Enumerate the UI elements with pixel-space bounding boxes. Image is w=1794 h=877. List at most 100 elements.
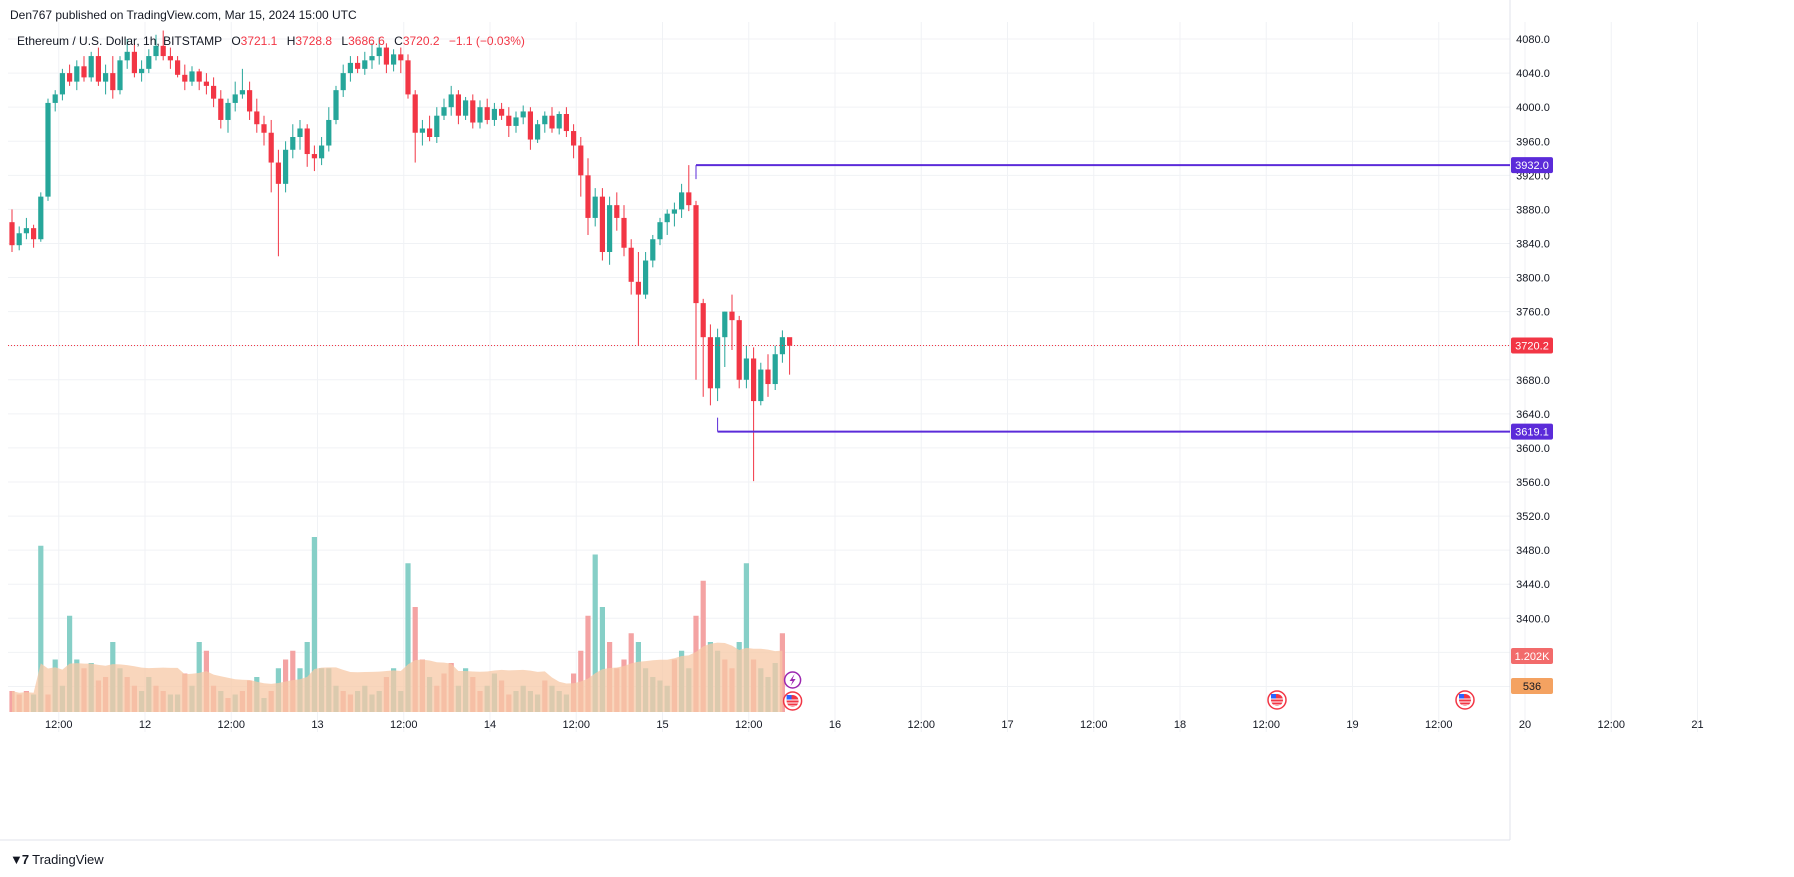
legend-change: −1.1 (−0.03%) <box>448 34 525 48</box>
candle <box>110 56 116 99</box>
lightning-bolt <box>789 674 796 686</box>
volume-bar <box>405 563 411 712</box>
candle-body <box>196 71 202 82</box>
price-tick-label: 3680.0 <box>1516 375 1550 387</box>
time-tick-label: 15 <box>656 719 668 731</box>
candle-body <box>751 358 757 402</box>
candle <box>736 315 742 389</box>
time-tick-label: 12:00 <box>217 719 245 731</box>
candle <box>715 328 721 402</box>
candle <box>304 124 310 167</box>
candle <box>45 98 51 201</box>
event-markers[interactable] <box>782 671 1475 711</box>
candle-body <box>333 90 339 120</box>
candle-body <box>599 196 605 252</box>
candle <box>369 43 375 69</box>
candle-body <box>38 196 44 240</box>
candle <box>23 217 29 240</box>
candle <box>484 98 490 125</box>
legend-low-label: L <box>341 34 349 48</box>
candle <box>758 362 764 406</box>
candle <box>657 217 663 246</box>
candle-body <box>311 154 317 159</box>
candle <box>261 115 267 146</box>
candle-body <box>455 94 461 116</box>
time-axis[interactable]: 12:00 12 12:00 13 12:00 14 12:00 15 12:00 16 12:00… <box>45 719 1704 731</box>
price-axis[interactable]: 4080.0 4040.0 4000.0 3960.0 3920.0 3880.0 3840… <box>1511 34 1553 694</box>
price-tick-label: 3800.0 <box>1516 273 1550 285</box>
candle <box>9 209 15 252</box>
candle-body <box>391 54 397 65</box>
candle <box>16 226 22 251</box>
legend-high-value: 3728.8 <box>295 34 333 48</box>
candle-body <box>139 68 145 74</box>
candle <box>405 54 411 99</box>
price-tick-label: 3880.0 <box>1516 204 1550 216</box>
candle-body <box>787 337 793 346</box>
candle-body <box>549 115 555 129</box>
candle <box>722 311 728 367</box>
level-price-label: 3932.0 <box>1515 160 1549 172</box>
candle-body <box>95 56 101 82</box>
price-tick-label: 3760.0 <box>1516 307 1550 319</box>
candle <box>167 47 173 69</box>
candle <box>671 202 677 227</box>
candle-body <box>16 233 22 246</box>
candle-body <box>707 337 713 389</box>
candle-body <box>59 73 65 95</box>
candle <box>599 188 605 261</box>
tradingview-brand: TradingView <box>32 852 104 867</box>
price-tick-label: 4000.0 <box>1516 102 1550 114</box>
candle-body <box>722 311 728 338</box>
horizontal-levels[interactable] <box>8 164 1510 433</box>
candle-body <box>124 51 130 61</box>
candle-body <box>45 102 51 197</box>
tradingview-logo[interactable]: ▼7 TradingView <box>10 852 104 867</box>
volume-bar <box>592 554 598 712</box>
candle-body <box>758 369 764 402</box>
candle-body <box>470 100 476 123</box>
candle <box>542 111 548 133</box>
candle <box>59 68 65 101</box>
candle-body <box>74 66 80 82</box>
candle-body <box>499 108 505 116</box>
volume-bar <box>700 580 706 712</box>
candle-body <box>9 222 15 246</box>
candle-body <box>491 108 497 120</box>
candle <box>103 64 109 95</box>
legend-open-value: 3721.1 <box>240 34 278 48</box>
candle <box>290 124 296 159</box>
time-tick-label: 20 <box>1519 719 1531 731</box>
candle <box>419 119 425 146</box>
candle <box>124 39 130 69</box>
candle-body <box>232 94 238 103</box>
candle <box>520 105 526 125</box>
time-tick-label: 12:00 <box>735 719 763 731</box>
candle <box>635 252 641 346</box>
candle-body <box>556 114 562 129</box>
level-price-label: 3619.1 <box>1515 427 1549 439</box>
candle-body <box>441 107 447 116</box>
candle <box>585 158 591 235</box>
candle <box>268 119 274 193</box>
candle-body <box>614 205 620 218</box>
candle <box>383 43 389 74</box>
candle-body <box>686 192 692 206</box>
candle-body <box>254 111 260 125</box>
grid <box>0 0 1698 841</box>
candle <box>355 56 361 74</box>
candle <box>549 107 555 133</box>
candle-body <box>67 73 73 82</box>
candle-body <box>239 90 245 95</box>
candle <box>232 81 238 112</box>
price-tick-label: 3400.0 <box>1516 613 1550 625</box>
candle-body <box>31 228 37 240</box>
candle-body <box>621 217 627 248</box>
candle-body <box>131 51 137 74</box>
price-tick-label: 3600.0 <box>1516 443 1550 455</box>
candle-body <box>765 369 771 385</box>
candle-body <box>182 74 188 82</box>
candle <box>787 337 793 375</box>
us-flag-icon <box>1455 690 1475 710</box>
